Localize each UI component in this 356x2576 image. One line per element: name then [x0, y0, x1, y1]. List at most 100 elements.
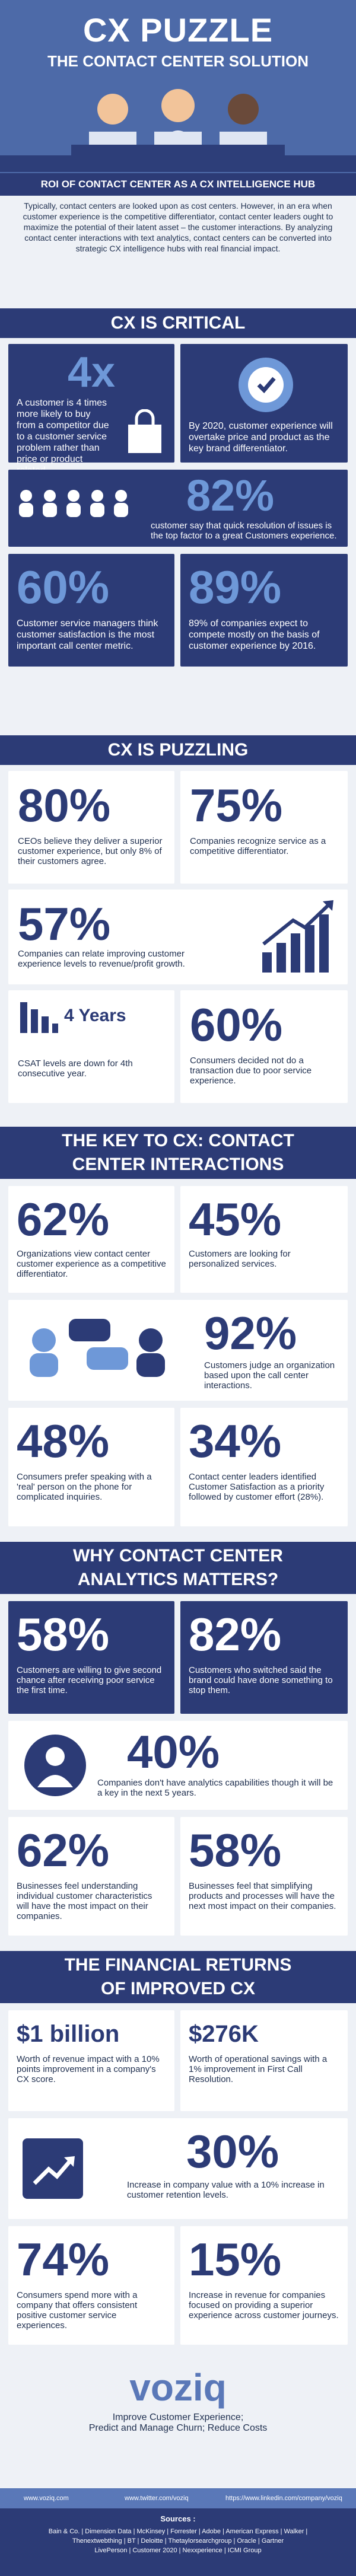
hero-strip-text: ROI OF CONTACT CENTER AS A CX INTELLIGEN…	[40, 178, 316, 190]
stat-number: 34%	[189, 1415, 282, 1467]
stat-card-74: 74% Consumers spend more with a company …	[8, 2226, 174, 2345]
stat-number: 48%	[17, 1415, 110, 1467]
stat-number: 92%	[204, 1307, 297, 1359]
stat-text: Consumers spend more with a company that…	[17, 2290, 138, 2330]
page-subtitle: THE CONTACT CENTER SOLUTION	[47, 52, 309, 70]
stat-text: Customers are looking for personalized s…	[189, 1249, 291, 1269]
stat-number: 82%	[186, 471, 275, 520]
stat-card-48: 48% Consumers prefer speaking with a 're…	[8, 1408, 174, 1526]
stat-text: Customers are willing to give second cha…	[17, 1665, 162, 1695]
stat-text: Companies recognize service as a competi…	[190, 836, 326, 856]
stat-card-82: 82% customer say that quick resolution o…	[8, 470, 348, 547]
stat-number: 58%	[189, 1824, 282, 1876]
linkedin-link[interactable]: https://www.linkedin.com/company/voziq	[225, 2495, 342, 2502]
sources-line-2: Thenextwebthing | BT | Deloitte | Thetay…	[72, 2537, 284, 2545]
stat-number: 57%	[18, 898, 111, 950]
stat-text: Worth of revenue impact with a 10% point…	[17, 2054, 160, 2084]
stat-number: 74%	[17, 2233, 110, 2285]
stat-card-4x: 4x A customer is 4 times more likely to …	[8, 344, 174, 476]
stat-text: Customer service managers think customer…	[17, 619, 158, 651]
sources-footer: Sources : Bain & Co. | Dimension Data | …	[0, 2508, 356, 2576]
brand-differentiator-icon	[239, 358, 293, 412]
stat-card-89: 89% 89% of companies expect to compete m…	[180, 554, 348, 667]
analytics-person-icon	[24, 1735, 86, 1796]
stat-number: 62%	[17, 1193, 110, 1245]
stat-number: $1 billion	[17, 2021, 120, 2047]
growth-arrow-icon	[23, 2138, 83, 2199]
brand-block: voziq Improve Customer Experience; Predi…	[0, 2366, 356, 2434]
stat-card-45: 45% Customers are looking for personaliz…	[180, 1186, 348, 1293]
stat-card-4-years: 4 Years CSAT levels are down for 4th con…	[8, 990, 174, 1103]
stat-card-60b: 60% Consumers decided not do a transacti…	[180, 990, 348, 1103]
twitter-link[interactable]: www.twitter.com/voziq	[125, 2495, 189, 2502]
stat-text: Consumers prefer speaking with a 'real' …	[17, 1472, 152, 1502]
stat-number: $276K	[189, 2021, 259, 2047]
heading-line-2: CENTER INTERACTIONS	[72, 1155, 284, 1174]
stat-number: 58%	[17, 1608, 110, 1660]
heading-line-2: ANALYTICS MATTERS?	[77, 1570, 279, 1589]
stat-text: Customers who switched said the brand co…	[189, 1665, 333, 1695]
section-heading-critical: CX IS CRITICAL	[0, 308, 356, 338]
stat-text: Companies don't have analytics capabilit…	[97, 1778, 333, 1798]
heading-line-1: WHY CONTACT CENTER	[73, 1546, 283, 1566]
sources-label: Sources :	[160, 2514, 196, 2523]
stat-text: CEOs believe they deliver a superior cus…	[18, 836, 163, 866]
stat-text: Contact center leaders identified Custom…	[189, 1472, 325, 1502]
stat-text: 89% of companies expect to compete mostl…	[189, 619, 320, 651]
section-heading-puzzling: CX IS PUZZLING	[0, 735, 356, 765]
stat-number: 60%	[17, 561, 110, 613]
hero-strip: ROI OF CONTACT CENTER AS A CX INTELLIGEN…	[0, 173, 356, 196]
stat-text: By 2020, customer experience will overta…	[189, 421, 333, 454]
stat-card-82b: 82% Customers who switched said the bran…	[180, 1601, 348, 1714]
stat-card-80: 80% CEOs believe they deliver a superior…	[8, 771, 174, 884]
social-row: www.voziq.com www.twitter.com/voziq http…	[0, 2488, 356, 2508]
stat-text: Increase in company value with a 10% inc…	[127, 2180, 325, 2200]
conversation-icon	[30, 1319, 165, 1377]
stat-number: 30%	[186, 2125, 279, 2178]
brand-tagline-2: Predict and Manage Churn; Reduce Costs	[88, 2423, 268, 2433]
stat-text: Businesses feel understanding individual…	[17, 1881, 152, 1921]
stat-number: 4x	[67, 349, 116, 396]
stat-text: CSAT levels are down for 4th consecutive…	[18, 1059, 133, 1079]
section-heading-key: THE KEY TO CX: CONTACT CENTER INTERACTIO…	[0, 1127, 356, 1179]
stat-text: Businesses feel that simplifying product…	[189, 1881, 336, 1911]
call-center-illustration	[71, 89, 285, 159]
section-heading-why: WHY CONTACT CENTER ANALYTICS MATTERS?	[0, 1542, 356, 1594]
stat-number: 15%	[189, 2233, 282, 2285]
page-title: CX PUZZLE	[82, 11, 274, 49]
stat-card-60: 60% Customer service managers think cust…	[8, 554, 174, 667]
stat-text: A customer is 4 times more likely to buy…	[17, 398, 109, 476]
stat-number: 45%	[189, 1193, 282, 1245]
stat-number: 62%	[17, 1824, 110, 1876]
stat-number: 80%	[18, 779, 111, 831]
stat-number: 82%	[189, 1608, 282, 1660]
stat-number: 4 Years	[64, 1006, 126, 1025]
stat-card-58: 58% Customers are willing to give second…	[8, 1601, 174, 1714]
brand-tagline-1: Improve Customer Experience;	[112, 2412, 244, 2422]
stat-card-2020: By 2020, customer experience will overta…	[180, 344, 348, 463]
stat-card-1-billion: $1 billion Worth of revenue impact with …	[8, 2010, 174, 2111]
audience-icon	[19, 490, 128, 517]
website-link[interactable]: www.voziq.com	[24, 2495, 69, 2502]
stat-card-15: 15% Increase in revenue for companies fo…	[180, 2226, 348, 2345]
decline-chart-icon	[20, 1002, 58, 1033]
intro-paragraph: Typically, contact centers are looked up…	[23, 201, 333, 253]
hero-banner: CX PUZZLE THE CONTACT CENTER SOLUTION RO…	[0, 0, 356, 196]
stat-card-58b: 58% Businesses feel that simplifying pro…	[180, 1817, 348, 1936]
stat-text: customer say that quick resolution of is…	[151, 521, 337, 541]
heading-line-1: THE KEY TO CX: CONTACT	[62, 1131, 294, 1150]
stat-card-62: 62% Organizations view contact center cu…	[8, 1186, 174, 1293]
stat-number: 75%	[190, 779, 283, 831]
sources-line-3: LivePerson | Customer 2020 | Nexxperienc…	[94, 2547, 262, 2554]
heading-line-1: THE FINANCIAL RETURNS	[64, 1955, 292, 1975]
stat-text: Consumers decided not do a transaction d…	[190, 1056, 312, 1086]
stat-number: 40%	[127, 1726, 220, 1778]
stat-card-75: 75% Companies recognize service as a com…	[180, 771, 348, 884]
shopping-bag-icon	[128, 409, 161, 453]
heading-text: CX IS PUZZLING	[107, 740, 249, 760]
stat-card-34: 34% Contact center leaders identified Cu…	[180, 1408, 348, 1526]
stat-text: Increase in revenue for companies focuse…	[189, 2290, 339, 2320]
stat-number: 60%	[190, 999, 283, 1051]
brand-logo: voziq	[129, 2366, 227, 2409]
